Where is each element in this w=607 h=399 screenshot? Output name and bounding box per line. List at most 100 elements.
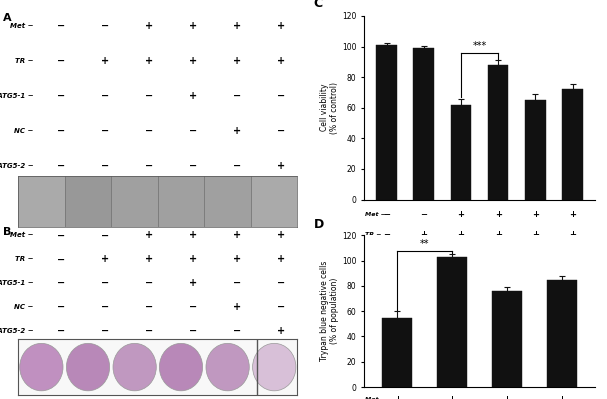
- Text: +: +: [495, 210, 501, 219]
- Text: −: −: [189, 302, 197, 312]
- Text: −: −: [58, 302, 66, 312]
- Text: +: +: [569, 230, 576, 239]
- Text: +: +: [503, 395, 510, 399]
- Text: −: −: [146, 91, 154, 101]
- Bar: [111, 176, 158, 227]
- Text: −: −: [101, 278, 109, 288]
- Y-axis label: Trypan blue negative cells
(% of population): Trypan blue negative cells (% of populat…: [320, 261, 339, 361]
- Text: −: −: [420, 210, 427, 219]
- Text: +: +: [532, 270, 539, 279]
- Text: −: −: [495, 290, 501, 299]
- Text: −: −: [383, 210, 390, 219]
- Text: **: **: [420, 239, 429, 249]
- Text: −: −: [495, 270, 501, 279]
- Bar: [547, 280, 577, 387]
- Text: A: A: [3, 13, 12, 23]
- Text: +: +: [394, 395, 401, 399]
- Text: −: −: [58, 126, 66, 136]
- Text: +: +: [146, 254, 154, 265]
- Ellipse shape: [160, 343, 203, 391]
- Text: +: +: [532, 230, 539, 239]
- Text: −: −: [101, 161, 109, 171]
- Text: +: +: [277, 254, 285, 265]
- Text: +: +: [569, 210, 576, 219]
- Bar: [251, 176, 297, 227]
- Text: −: −: [234, 91, 242, 101]
- Text: D: D: [313, 218, 324, 231]
- Bar: [525, 100, 546, 200]
- Text: +: +: [189, 230, 197, 241]
- Text: −: −: [101, 126, 109, 136]
- Text: NC −: NC −: [365, 272, 382, 277]
- Text: −: −: [146, 302, 154, 312]
- Text: SiATG5-1 −: SiATG5-1 −: [365, 252, 404, 257]
- Text: −: −: [58, 326, 66, 336]
- Text: ***: ***: [472, 41, 487, 51]
- Text: +: +: [458, 210, 464, 219]
- Text: −: −: [383, 270, 390, 279]
- Text: SiATG5-1 −: SiATG5-1 −: [0, 280, 33, 286]
- Text: +: +: [277, 20, 285, 31]
- Bar: [376, 45, 397, 200]
- Text: −: −: [146, 161, 154, 171]
- Text: TR −: TR −: [15, 256, 33, 263]
- Text: TR −: TR −: [15, 57, 33, 64]
- Text: +: +: [189, 55, 197, 66]
- Text: −: −: [532, 290, 539, 299]
- Bar: [65, 176, 111, 227]
- Text: +: +: [189, 278, 197, 288]
- Text: +: +: [101, 254, 109, 265]
- Text: +: +: [234, 126, 242, 136]
- Text: Met −: Met −: [365, 212, 386, 217]
- Text: +: +: [189, 254, 197, 265]
- Text: −: −: [458, 250, 464, 259]
- Text: −: −: [277, 278, 285, 288]
- Bar: [492, 291, 522, 387]
- Text: −: −: [58, 161, 66, 171]
- Text: −: −: [277, 302, 285, 312]
- Text: −: −: [146, 278, 154, 288]
- Text: −: −: [101, 91, 109, 101]
- Text: C: C: [313, 0, 322, 10]
- Text: −: −: [569, 250, 576, 259]
- Bar: [413, 48, 434, 200]
- Text: SiATG5-2 −: SiATG5-2 −: [365, 292, 404, 297]
- Text: −: −: [101, 20, 109, 31]
- Text: −: −: [234, 326, 242, 336]
- Text: +: +: [277, 230, 285, 241]
- Text: +: +: [189, 91, 197, 101]
- Text: +: +: [558, 395, 565, 399]
- Text: +: +: [146, 20, 154, 31]
- Text: −: −: [58, 254, 66, 265]
- Text: −: −: [58, 20, 66, 31]
- Text: +: +: [277, 161, 285, 171]
- Text: +: +: [234, 55, 242, 66]
- Y-axis label: Cell viability
(% of control): Cell viability (% of control): [320, 82, 339, 134]
- Text: +: +: [189, 20, 197, 31]
- Text: Met −: Met −: [10, 22, 33, 29]
- Text: +: +: [449, 395, 456, 399]
- Text: −: −: [234, 161, 242, 171]
- Text: SiATG5-2 −: SiATG5-2 −: [0, 163, 33, 169]
- Bar: [382, 318, 412, 387]
- Ellipse shape: [66, 343, 110, 391]
- Ellipse shape: [253, 343, 296, 391]
- Text: SiATG5-1 −: SiATG5-1 −: [0, 93, 33, 99]
- Bar: [488, 65, 509, 200]
- Bar: [562, 89, 583, 200]
- Text: −: −: [420, 250, 427, 259]
- Text: +: +: [234, 254, 242, 265]
- Text: SiATG5-2 −: SiATG5-2 −: [0, 328, 33, 334]
- Bar: [450, 105, 471, 200]
- Text: −: −: [58, 55, 66, 66]
- Text: −: −: [234, 278, 242, 288]
- Bar: [205, 176, 251, 227]
- Text: B: B: [3, 227, 12, 237]
- Text: −: −: [101, 230, 109, 241]
- Ellipse shape: [20, 343, 63, 391]
- Text: −: −: [383, 250, 390, 259]
- Text: +: +: [420, 230, 427, 239]
- Text: +: +: [458, 230, 464, 239]
- Text: −: −: [189, 161, 197, 171]
- Text: −: −: [58, 91, 66, 101]
